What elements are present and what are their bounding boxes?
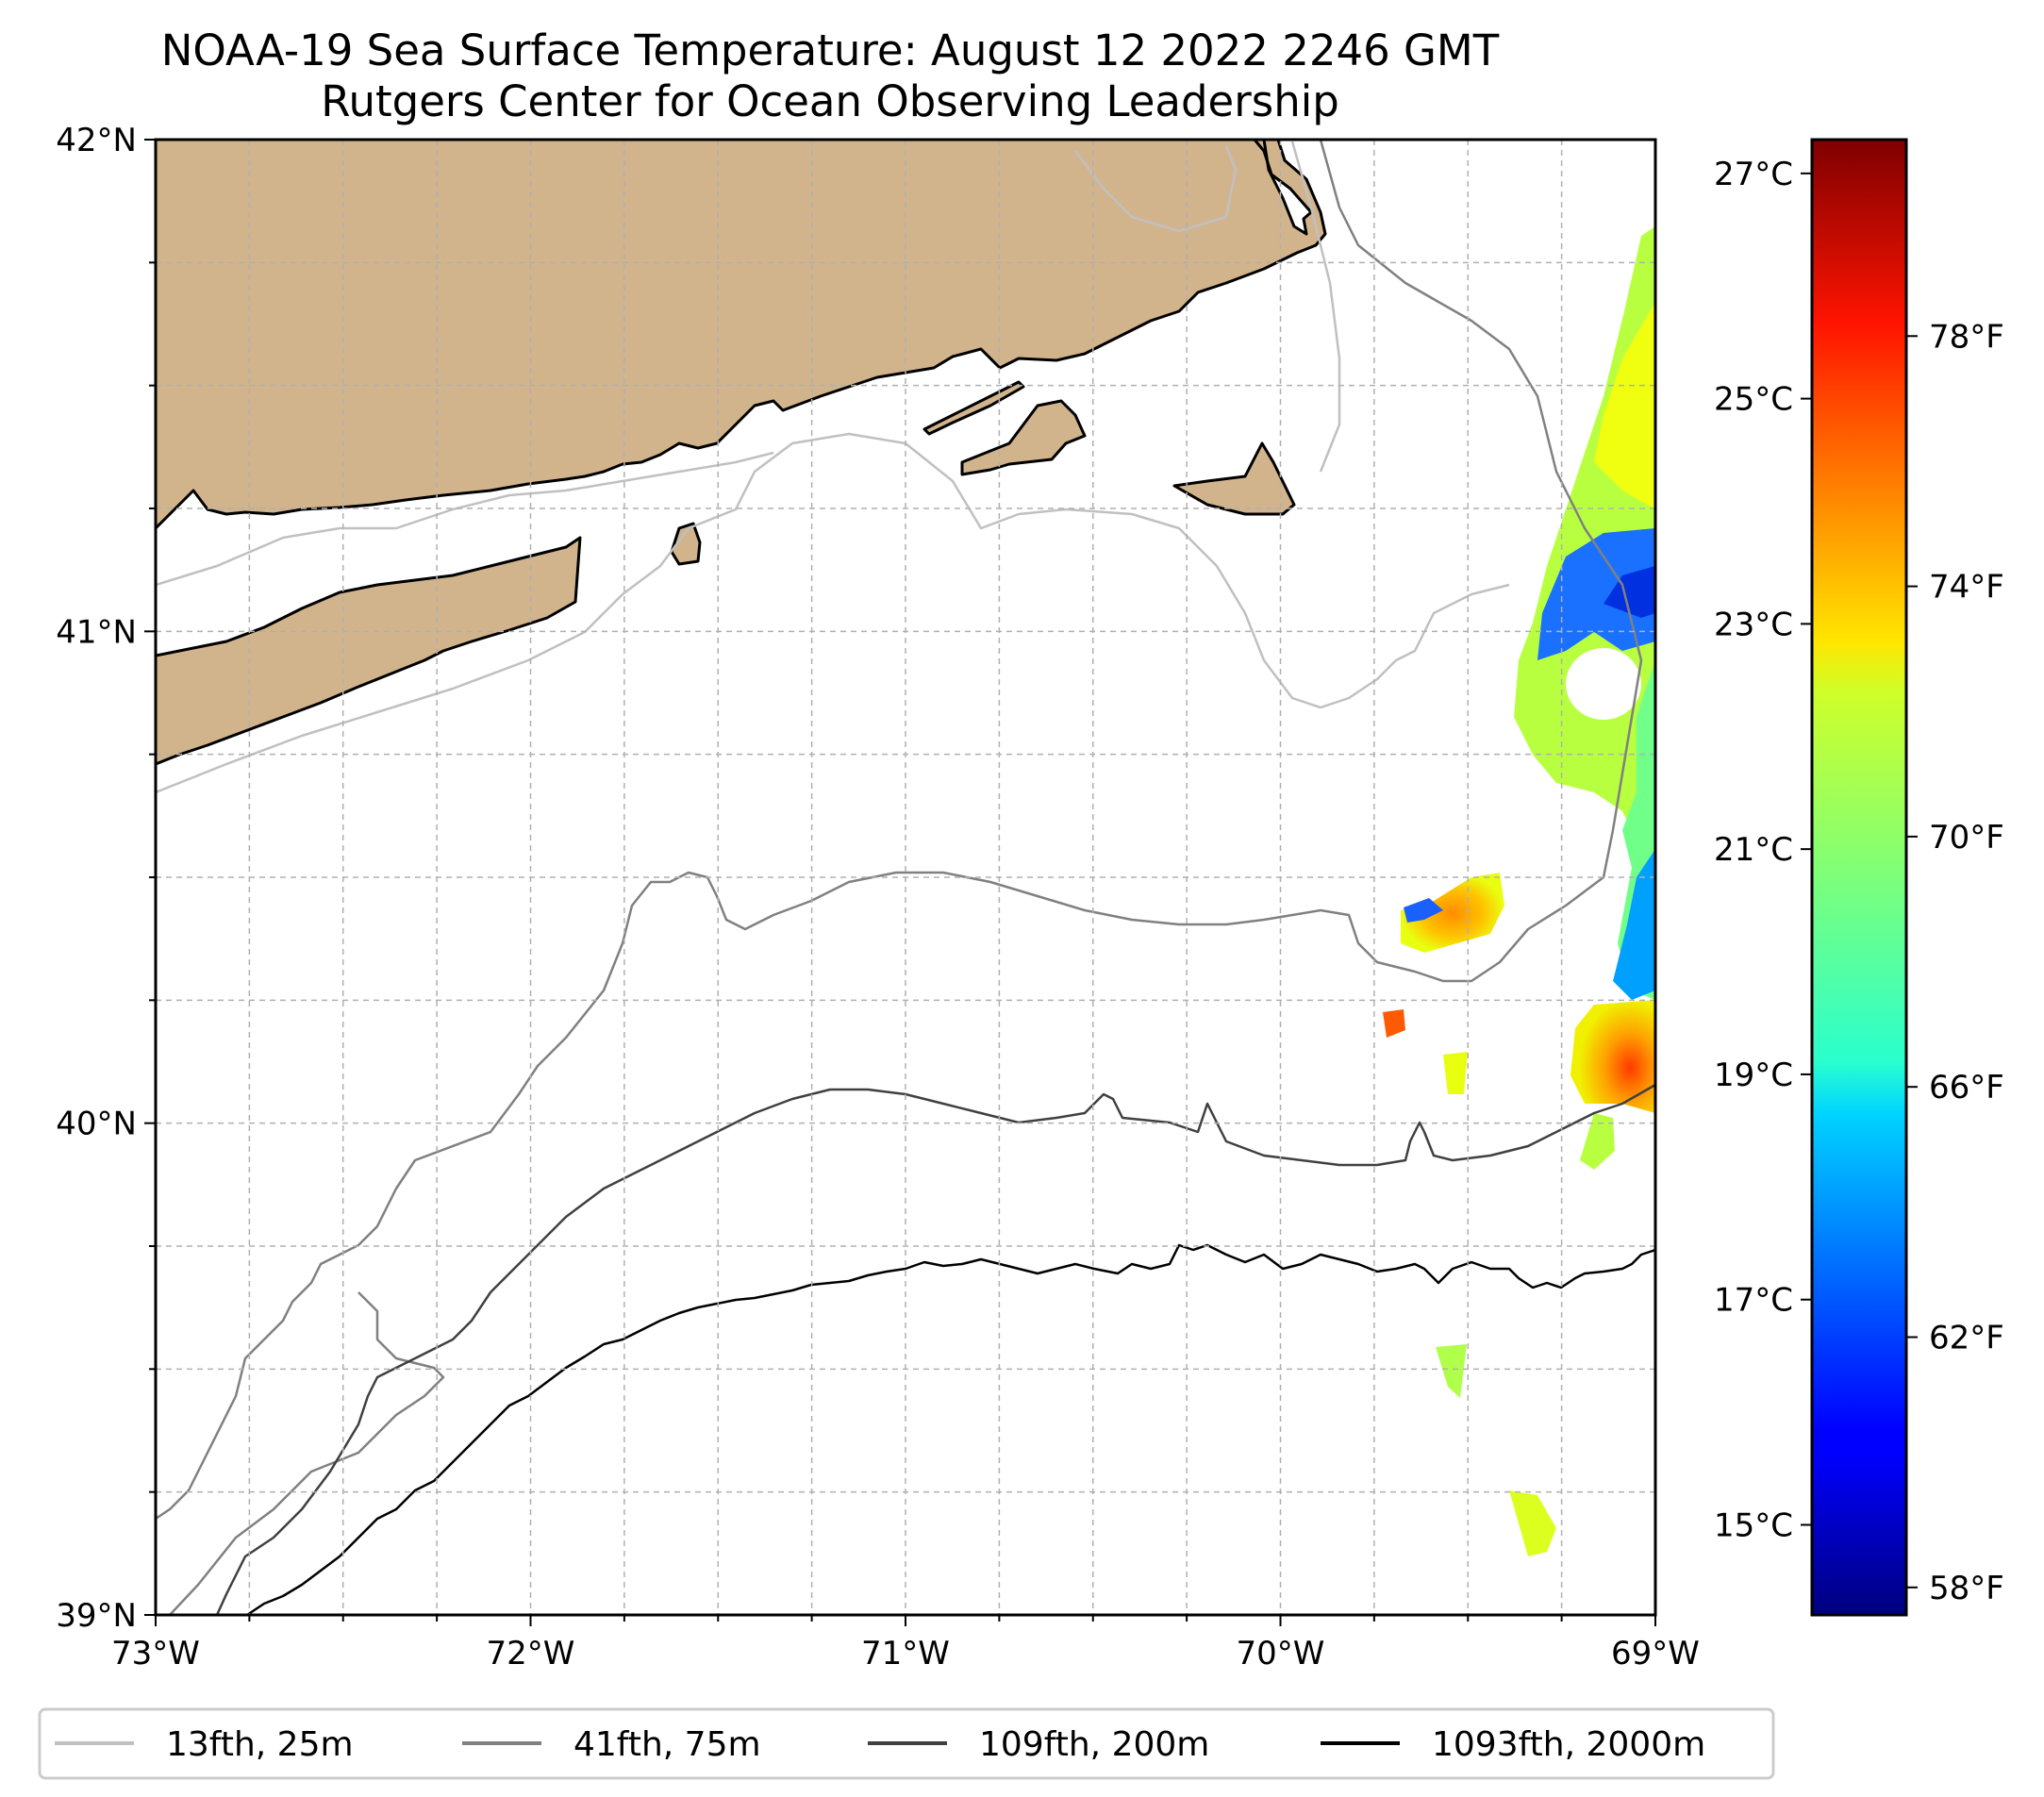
sst-patch-small-1	[1580, 1113, 1615, 1170]
chart-title: NOAA-19 Sea Surface Temperature: August …	[160, 25, 1500, 75]
sst-layer	[1383, 226, 1655, 1556]
gridlines	[156, 140, 1655, 1615]
contour-25m-c	[1074, 145, 1238, 233]
legend-label: 109fth, 200m	[979, 1725, 1209, 1764]
map-axes: 73°W 72°W 71°W 70°W 69°W 39°N 40°N 41°N 42°N	[56, 122, 1700, 1672]
fahrenheit-tick-label: 74°F	[1929, 569, 2004, 607]
fahrenheit-tick-label: 66°F	[1929, 1069, 2004, 1106]
land-long-island	[156, 536, 582, 766]
legend-label: 1093fth, 2000m	[1432, 1725, 1705, 1764]
legend-label: 41fth, 75m	[573, 1725, 761, 1764]
lat-tick-label: 41°N	[56, 613, 137, 651]
lon-tick-label: 70°W	[1237, 1635, 1325, 1672]
land-new-england	[156, 140, 1327, 530]
contour-25m-b	[156, 451, 774, 587]
lat-tick-label: 40°N	[56, 1106, 137, 1143]
sst-cold-core-inner	[1604, 566, 1655, 618]
celsius-tick-label: 27°C	[1714, 156, 1793, 193]
sst-patch-offshore	[1436, 1344, 1467, 1398]
lat-tick-label: 42°N	[56, 122, 137, 159]
colorbar-ticks: 15°C 17°C 19°C 21°C 23°C 25°C 27°C 58°F 62°F 66°F…	[1714, 156, 2004, 1607]
sst-warm-patch	[1401, 873, 1504, 953]
sst-cold-edge	[1404, 898, 1443, 923]
colorbar	[1810, 138, 1908, 1617]
sst-patch-east-yellow	[1594, 302, 1655, 509]
lon-tick-label: 73°W	[111, 1635, 200, 1672]
lon-tick-label: 71°W	[861, 1635, 950, 1672]
contour-75m-b	[169, 1291, 445, 1615]
contour-25m-d	[1290, 141, 1341, 473]
land-elizabeth-islands	[922, 380, 1025, 436]
fahrenheit-tick-label: 70°F	[1929, 819, 2004, 857]
celsius-tick-label: 15°C	[1714, 1506, 1793, 1544]
sst-dot-orange	[1383, 1009, 1405, 1038]
sst-patch-offshore-2	[1509, 1490, 1556, 1556]
celsius-tick-label: 23°C	[1714, 606, 1793, 643]
chart-subtitle: Rutgers Center for Ocean Observing Leade…	[321, 76, 1339, 126]
sst-cold-south	[1613, 849, 1655, 1000]
sst-hot-south	[1570, 1000, 1655, 1113]
celsius-tick-label: 17°C	[1714, 1282, 1793, 1320]
sst-cloud-hole	[1566, 648, 1641, 720]
sst-cold-core	[1537, 528, 1655, 660]
lon-tick-label: 69°W	[1611, 1635, 1700, 1672]
lat-tick-label: 39°N	[56, 1597, 137, 1635]
celsius-tick-label: 25°C	[1714, 381, 1793, 419]
land-marthas-vineyard	[960, 399, 1087, 476]
legend: 13fth, 25m 41fth, 75m 109fth, 200m 1093fth,…	[38, 1707, 1775, 1780]
celsius-tick-label: 19°C	[1714, 1057, 1793, 1094]
legend-label: 13fth, 25m	[166, 1725, 354, 1764]
sst-dot-yellow	[1443, 1052, 1468, 1094]
land-layer	[156, 140, 1327, 766]
fahrenheit-tick-label: 78°F	[1929, 318, 2004, 356]
contour-25m	[156, 432, 1510, 794]
land-nantucket	[1172, 441, 1296, 516]
fahrenheit-tick-label: 62°F	[1929, 1320, 2004, 1357]
celsius-tick-label: 21°C	[1714, 831, 1793, 869]
fahrenheit-tick-label: 58°F	[1929, 1570, 2004, 1607]
lon-tick-label: 72°W	[487, 1635, 575, 1672]
contour-75m	[156, 140, 1643, 1521]
